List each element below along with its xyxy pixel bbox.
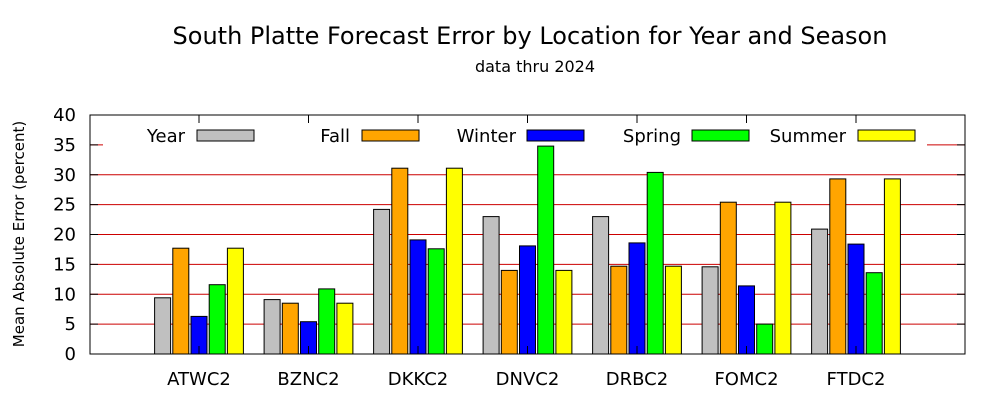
y-tick-label: 25 — [53, 195, 76, 216]
y-tick-label: 5 — [65, 314, 76, 335]
bar-spring-fomc2 — [756, 323, 774, 355]
bar-fall-dnvc2 — [500, 269, 518, 355]
bar-spring-atwc2 — [208, 284, 226, 355]
bar-summer-ftdc2 — [883, 178, 901, 355]
x-tick-label: BZNC2 — [277, 369, 339, 390]
bar-spring-drbc2 — [646, 171, 664, 355]
bar-fall-atwc2 — [172, 247, 190, 355]
bar-summer-dnvc2 — [555, 269, 573, 355]
bar-spring-ftdc2 — [865, 272, 883, 355]
legend-swatch-summer — [857, 129, 916, 142]
y-tick-label: 0 — [65, 344, 76, 365]
x-tick-label: FTDC2 — [827, 369, 886, 390]
y-tick-label: 35 — [53, 135, 76, 156]
legend-swatch-winter — [526, 129, 585, 142]
bar-fall-bznc2 — [281, 302, 299, 355]
legend-label-year: Year — [146, 126, 186, 147]
x-ticks: ATWC2 BZNC2 DKKC2 DNVC2 DRBC2 FOMC2 FTDC2 — [167, 115, 885, 390]
bar-winter-drbc2 — [628, 242, 646, 355]
bar-year-dkkc2 — [373, 208, 391, 355]
legend-swatch-year — [196, 129, 255, 142]
bar-year-dnvc2 — [482, 216, 500, 355]
bar-summer-dkkc2 — [445, 167, 463, 355]
bar-winter-dnvc2 — [519, 245, 536, 355]
y-tick-label: 15 — [53, 254, 76, 275]
y-tick-label: 40 — [53, 105, 76, 126]
bar-fall-ftdc2 — [829, 178, 847, 355]
legend-swatch-spring — [691, 129, 750, 142]
chart-title: South Platte Forecast Error by Location … — [173, 22, 888, 50]
bar-summer-atwc2 — [226, 247, 244, 355]
x-tick-label: DRBC2 — [606, 369, 668, 390]
bar-winter-fomc2 — [738, 285, 755, 355]
y-tick-label: 10 — [53, 284, 76, 305]
bar-year-drbc2 — [592, 216, 610, 355]
bar-fall-dkkc2 — [391, 167, 409, 355]
bar-spring-dkkc2 — [427, 248, 445, 355]
bar-fall-drbc2 — [610, 265, 628, 355]
bar-winter-ftdc2 — [847, 243, 865, 355]
bar-spring-bznc2 — [318, 288, 336, 355]
x-tick-label: ATWC2 — [167, 369, 231, 390]
bar-summer-fomc2 — [774, 201, 792, 355]
bar-fall-fomc2 — [719, 201, 737, 355]
y-axis-label: Mean Absolute Error (percent) — [10, 121, 28, 347]
legend-swatch-fall — [361, 129, 420, 142]
bar-year-bznc2 — [263, 299, 281, 355]
legend-label-spring: Spring — [623, 126, 681, 147]
bar-summer-drbc2 — [664, 265, 682, 355]
legend-label-winter: Winter — [457, 126, 517, 147]
chart-subtitle: data thru 2024 — [475, 57, 595, 76]
bar-spring-dnvc2 — [537, 145, 555, 355]
x-tick-label: DKKC2 — [388, 369, 449, 390]
bar-winter-dkkc2 — [409, 239, 427, 355]
y-ticks: 0 5 10 15 20 25 30 35 40 — [53, 105, 965, 365]
legend-label-fall: Fall — [320, 126, 350, 147]
legend-label-summer: Summer — [770, 126, 847, 147]
x-tick-label: FOMC2 — [714, 369, 778, 390]
bar-year-fomc2 — [701, 266, 719, 355]
bar-summer-bznc2 — [336, 302, 354, 355]
legend: Year Fall Winter Spring Summer — [146, 126, 916, 147]
y-tick-label: 20 — [53, 225, 76, 246]
bar-year-ftdc2 — [811, 228, 829, 355]
bar-year-atwc2 — [154, 297, 172, 355]
y-tick-label: 30 — [53, 165, 76, 186]
bars — [154, 145, 901, 355]
x-tick-label: DNVC2 — [496, 369, 560, 390]
